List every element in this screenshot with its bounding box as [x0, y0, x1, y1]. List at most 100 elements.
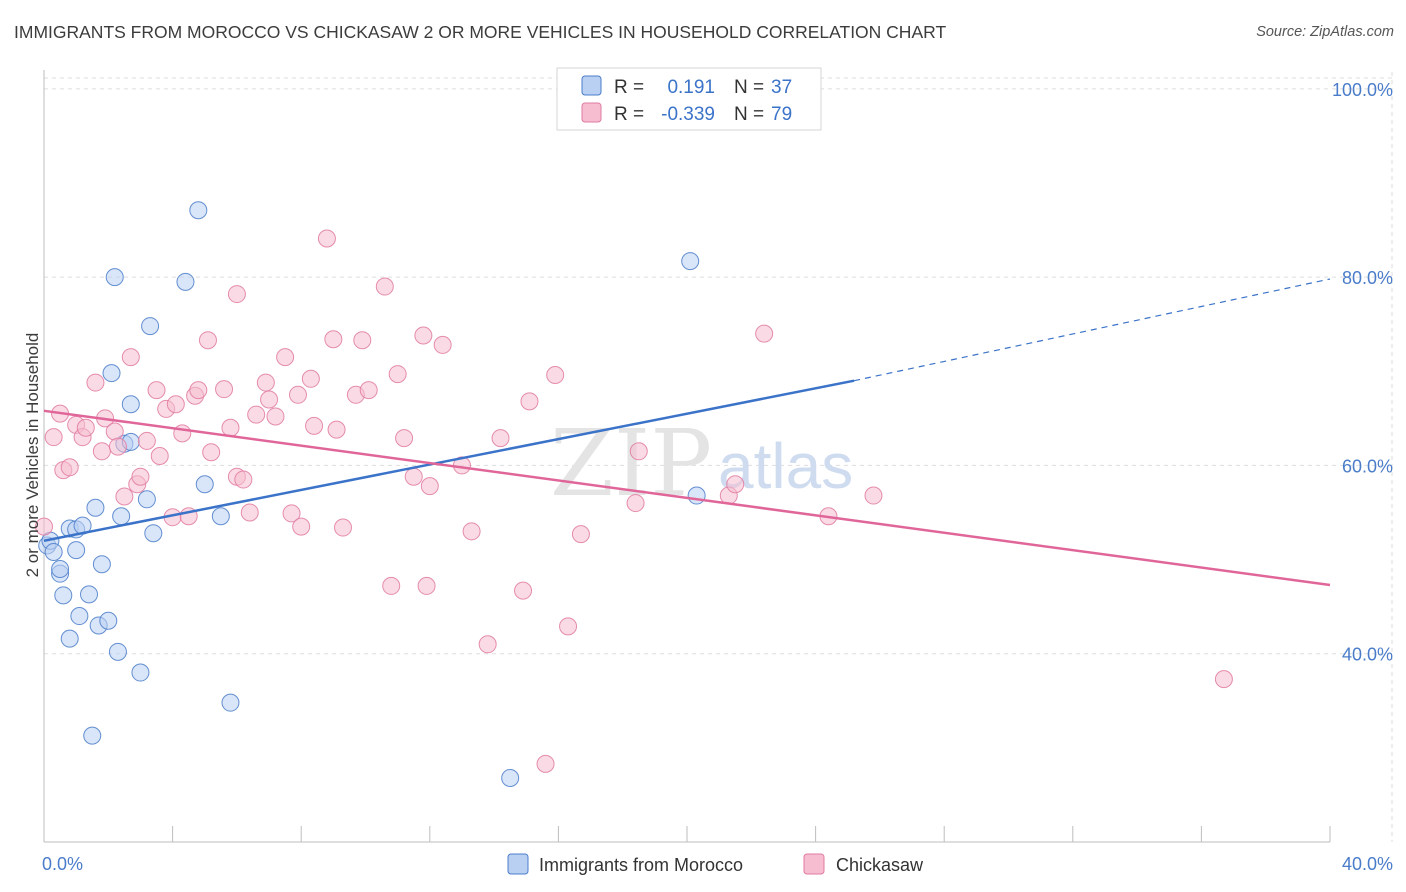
- legend-r-label-2: R =: [614, 104, 644, 125]
- morocco-point-30: [189, 201, 208, 220]
- chickasaw-point-77: [864, 486, 883, 505]
- y-tick-label-3: 100.0%: [1332, 80, 1393, 100]
- chickasaw-point-59: [420, 477, 439, 496]
- y-tick-label-2: 80.0%: [1342, 268, 1393, 288]
- chickasaw-point-35: [247, 405, 266, 424]
- chickasaw-point-52: [375, 277, 394, 296]
- chickasaw-point-54: [388, 365, 407, 384]
- chickasaw-point-4: [60, 458, 79, 477]
- chickasaw-point-37: [260, 390, 279, 409]
- morocco-point-36: [687, 486, 706, 505]
- axes: [43, 70, 1331, 843]
- y-tick-label-1: 60.0%: [1342, 456, 1393, 476]
- chickasaw-point-69: [559, 617, 578, 636]
- morocco-point-10: [70, 607, 89, 626]
- morocco-point-4: [51, 559, 70, 578]
- chickasaw-point-39: [276, 348, 295, 367]
- chickasaw-point-48: [333, 518, 352, 537]
- morocco-point-5: [54, 586, 73, 605]
- chickasaw-point-51: [359, 381, 378, 400]
- morocco-point-32: [211, 507, 230, 526]
- chickasaw-point-47: [327, 420, 346, 439]
- bottom-legend-swatch-morocco: [507, 853, 529, 875]
- chickasaw-point-33: [234, 470, 253, 489]
- chickasaw-point-57: [414, 326, 433, 345]
- chickasaw-point-65: [514, 581, 533, 600]
- chickasaw-point-17: [137, 431, 156, 450]
- bottom-legend-swatch-chickasaw: [803, 853, 825, 875]
- chickasaw-point-34: [240, 503, 259, 522]
- chickasaw-point-23: [173, 424, 192, 443]
- morocco-trend-line: [43, 379, 855, 542]
- chickasaw-point-9: [92, 442, 111, 461]
- chickasaw-point-44: [305, 416, 324, 435]
- chickasaw-point-56: [404, 467, 423, 486]
- chickasaw-point-13: [115, 487, 134, 506]
- chickasaw-point-45: [317, 229, 336, 248]
- chickasaw-point-70: [571, 525, 590, 544]
- morocco-point-14: [86, 498, 105, 517]
- chickasaw-point-27: [198, 331, 217, 350]
- y-tick-labels: 40.0% 60.0% 80.0% 100.0%: [1332, 80, 1393, 665]
- chickasaw-point-30: [221, 418, 240, 437]
- source-label: Source: ZipAtlas.com: [1256, 24, 1394, 40]
- x-tick-label-1: 40.0%: [1342, 854, 1393, 874]
- chickasaw-point-41: [288, 385, 307, 404]
- bottom-legend: Immigrants from Morocco Chickasaw: [507, 853, 924, 875]
- chickasaw-point-67: [536, 754, 555, 773]
- chickasaw-point-74: [726, 475, 745, 494]
- x-tick-label-0: 0.0%: [42, 854, 83, 874]
- chickasaw-point-58: [417, 576, 436, 595]
- y-axis-label: 2 or more Vehicles in Household: [23, 333, 42, 578]
- morocco-point-21: [112, 507, 131, 526]
- morocco-point-2: [44, 543, 63, 562]
- chickasaw-point-19: [150, 447, 169, 465]
- legend-n-value-2: 79: [771, 104, 792, 125]
- morocco-point-26: [137, 490, 156, 509]
- chickasaw-point-0: [35, 517, 53, 536]
- chickasaw-point-40: [282, 504, 301, 523]
- chickasaw-point-78: [1214, 670, 1233, 689]
- chickasaw-point-66: [520, 392, 539, 411]
- morocco-point-12: [80, 585, 99, 604]
- morocco-point-28: [144, 524, 163, 543]
- morocco-point-9: [67, 541, 86, 560]
- chickasaw-point-53: [382, 576, 401, 595]
- chickasaw-point-71: [626, 494, 645, 513]
- chickasaw-point-68: [546, 366, 565, 385]
- chickasaw-point-18: [147, 381, 166, 400]
- chickasaw-point-42: [292, 517, 311, 536]
- chickasaw-point-1: [44, 428, 63, 447]
- legend-swatch-blue: [581, 75, 602, 96]
- morocco-point-25: [131, 663, 150, 682]
- chickasaw-point-7: [76, 418, 95, 437]
- morocco-point-16: [92, 555, 111, 574]
- chickasaw-point-8: [86, 373, 105, 392]
- trend-lines: [43, 278, 1331, 587]
- chickasaw-point-38: [266, 407, 285, 426]
- morocco-point-20: [108, 642, 127, 661]
- chickasaw-point-64: [491, 429, 510, 448]
- chickasaw-point-63: [478, 635, 497, 654]
- chickasaw-point-60: [433, 335, 452, 354]
- morocco-point-29: [176, 272, 195, 291]
- legend-swatch-pink: [581, 102, 602, 123]
- morocco-point-18: [102, 364, 121, 383]
- morocco-point-24: [121, 395, 140, 414]
- bottom-legend-label-chickasaw: Chickasaw: [836, 855, 924, 875]
- chart-title: IMMIGRANTS FROM MOROCCO VS CHICKASAW 2 O…: [14, 22, 947, 42]
- morocco-point-19: [105, 268, 124, 287]
- morocco-point-13: [83, 726, 102, 745]
- x-tick-labels: 0.0% 40.0%: [42, 854, 1393, 874]
- chickasaw-point-50: [353, 331, 372, 350]
- legend-r-value-2: -0.339: [661, 104, 715, 125]
- chickasaw-point-36: [256, 373, 275, 392]
- morocco-point-35: [681, 252, 700, 271]
- chickasaw-point-55: [395, 429, 414, 448]
- morocco-trend-extension: [854, 278, 1331, 382]
- morocco-point-31: [195, 475, 214, 494]
- morocco-point-34: [501, 768, 520, 787]
- chickasaw-point-26: [189, 381, 208, 400]
- chickasaw-point-62: [462, 522, 481, 541]
- grid-lines: [44, 72, 1393, 842]
